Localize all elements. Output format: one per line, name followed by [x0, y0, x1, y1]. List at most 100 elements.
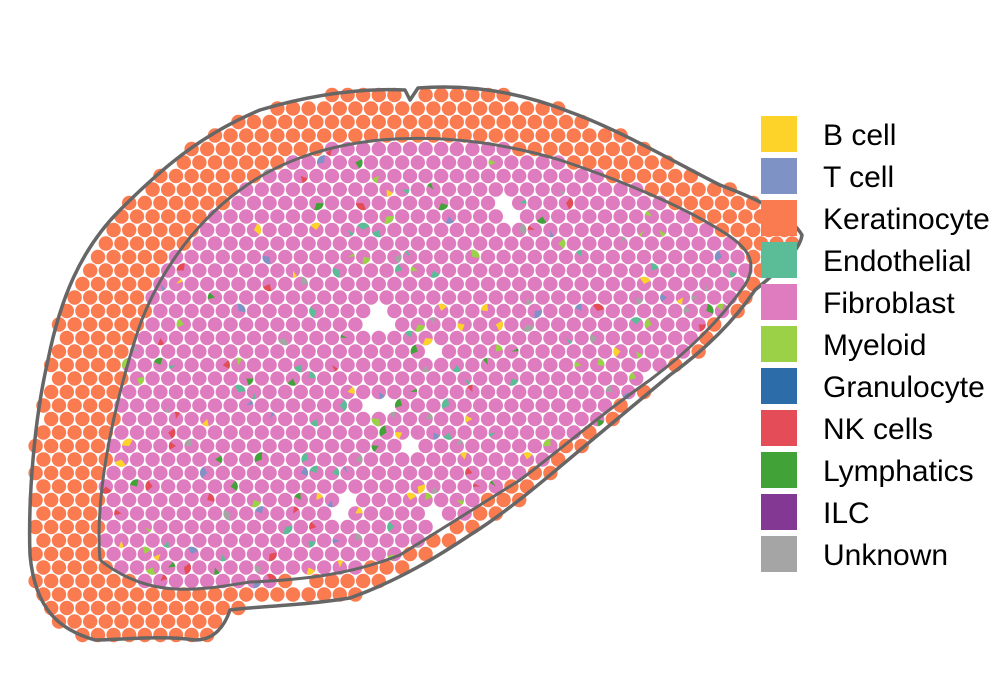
spot: [246, 195, 262, 211]
spot: [301, 101, 316, 116]
spot: [473, 128, 488, 143]
spot: [730, 276, 745, 292]
spot: [332, 155, 347, 170]
spot: [192, 290, 207, 305]
spot: [184, 519, 199, 535]
spot: [402, 384, 418, 400]
spot: [239, 560, 254, 575]
spot: [527, 357, 542, 373]
spot: [340, 438, 355, 454]
spot: [480, 384, 496, 400]
spot: [184, 492, 199, 508]
spot: [387, 249, 402, 265]
spot: [301, 533, 316, 548]
spot: [629, 155, 644, 170]
spot: [106, 249, 121, 265]
legend-label: Unknown: [823, 539, 948, 572]
spot: [636, 249, 652, 265]
spot: [363, 101, 379, 116]
spot: [168, 357, 184, 373]
spot: [629, 317, 644, 332]
spot: [122, 276, 137, 292]
spot: [457, 479, 472, 494]
spot: [254, 398, 269, 413]
spot: [129, 452, 145, 467]
spot: [309, 411, 324, 427]
spot: [59, 465, 74, 481]
spot: [418, 303, 433, 319]
spot: [457, 452, 472, 467]
spot: [270, 317, 285, 332]
spot: [129, 479, 145, 494]
spot: [309, 249, 324, 265]
spot: [480, 222, 496, 238]
spot: [426, 479, 441, 494]
spot: [418, 492, 433, 508]
spot: [418, 546, 433, 562]
spot: [317, 128, 332, 143]
spot: [441, 209, 457, 224]
spot: [332, 209, 347, 224]
spot: [543, 141, 558, 157]
spot: [605, 303, 620, 319]
spot: [356, 357, 371, 373]
spot: [488, 128, 503, 143]
spot: [231, 546, 246, 562]
spot: [215, 141, 230, 157]
spot: [512, 222, 527, 238]
legend: B cell T cell Keratinocyte Endothelial Fibro…: [761, 116, 990, 572]
spot: [246, 384, 262, 400]
spot: [707, 263, 722, 278]
spot: [192, 506, 207, 521]
spot: [36, 479, 51, 494]
spot: [558, 357, 574, 373]
spot: [441, 479, 457, 494]
spot: [699, 222, 714, 238]
legend-swatch: [761, 410, 797, 446]
spot: [566, 236, 581, 251]
spot: [98, 533, 114, 548]
spot: [613, 371, 628, 386]
spot: [231, 330, 246, 346]
spot: [246, 492, 262, 508]
spot: [660, 209, 675, 224]
spot: [192, 587, 207, 602]
spot: [262, 249, 277, 265]
spot: [153, 438, 168, 454]
spot: [434, 222, 449, 238]
spot: [691, 182, 706, 197]
spot: [145, 560, 160, 575]
legend-swatch: [761, 284, 797, 320]
spot: [254, 479, 269, 494]
spot: [558, 303, 574, 319]
spot: [137, 546, 152, 562]
spot: [434, 438, 449, 454]
spot: [683, 276, 698, 292]
spot: [129, 506, 145, 521]
spot: [192, 371, 207, 386]
spot: [90, 573, 106, 589]
spot: [543, 168, 558, 184]
spot: [270, 263, 285, 278]
spot: [691, 263, 706, 278]
spot: [309, 465, 324, 481]
spot: [184, 384, 199, 400]
spot: [324, 411, 340, 427]
spot: [90, 249, 106, 265]
spot: [207, 155, 223, 170]
spot: [137, 627, 152, 643]
spot: [387, 303, 402, 319]
spot: [582, 344, 597, 359]
spot: [285, 182, 301, 197]
spot: [36, 425, 51, 440]
spot: [184, 303, 199, 319]
spot: [200, 195, 215, 211]
spot: [519, 128, 535, 143]
spot: [301, 506, 316, 521]
spot: [254, 506, 269, 521]
spot: [473, 506, 488, 521]
spot: [387, 330, 402, 346]
spot: [106, 600, 121, 616]
legend-swatch: [761, 242, 797, 278]
spot: [457, 155, 472, 170]
